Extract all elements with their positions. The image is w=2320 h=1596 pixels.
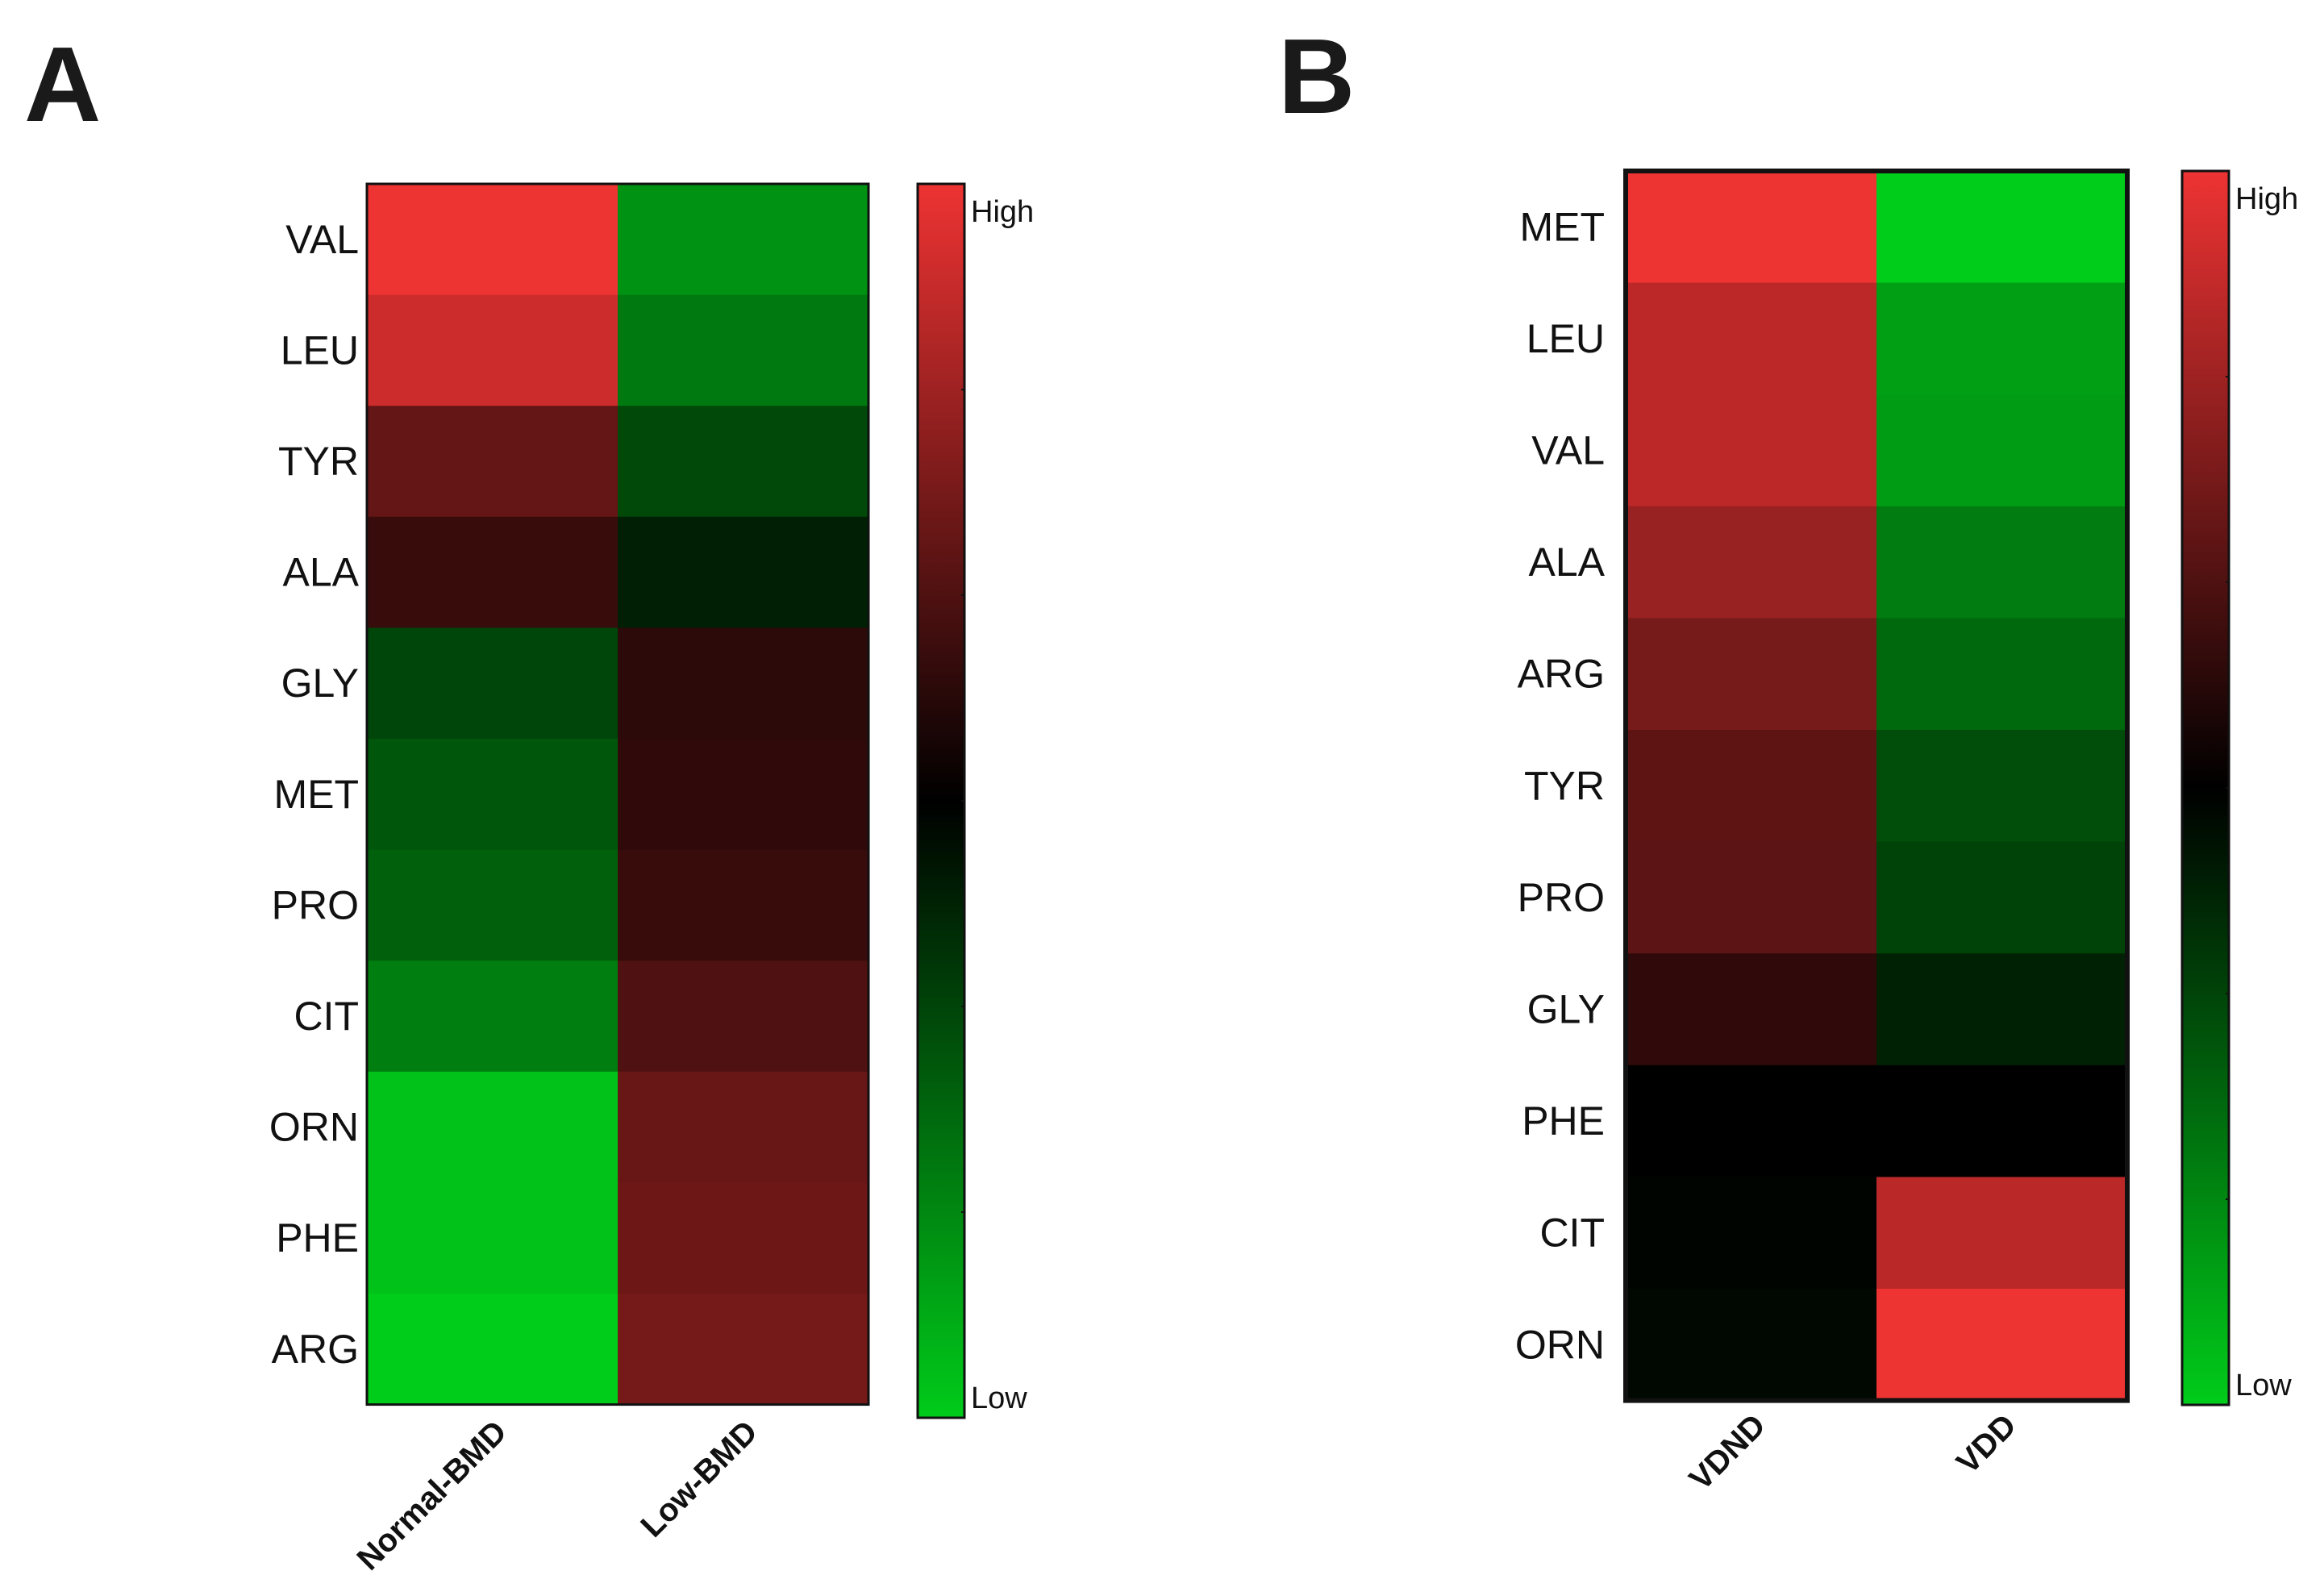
heatmap-cell — [1876, 394, 2128, 507]
row-label: ALA — [282, 550, 359, 595]
row-label: GLY — [1527, 987, 1605, 1032]
heatmap-cell — [618, 516, 869, 628]
row-label: PRO — [1518, 875, 1605, 920]
row-label: CIT — [294, 994, 359, 1039]
heatmap-cell — [1876, 953, 2128, 1066]
heatmap-cell — [1876, 171, 2128, 284]
row-label: MET — [273, 772, 359, 817]
panel-b: B MET LEU VAL ALA ARG TYR PRO GLY PHE CIT ORN VDND VD… — [1278, 17, 2298, 1498]
heatmap-cell — [1626, 1289, 1877, 1402]
heatmap-border — [365, 182, 870, 1406]
heatmap-cell — [1876, 730, 2128, 843]
row-label: ARG — [1518, 652, 1605, 697]
legend-low-label: Low — [971, 1381, 1027, 1415]
heatmap-cell — [618, 849, 869, 961]
heatmap-cell — [367, 294, 619, 406]
legend-colorbar — [2180, 169, 2230, 1406]
heatmap-cell — [367, 184, 619, 296]
heatmap-cell — [1626, 730, 1877, 843]
panel-letter: B — [1278, 17, 1355, 135]
heatmap-cell — [367, 961, 619, 1073]
heatmap-cell — [1876, 1065, 2128, 1177]
column-label: VDD — [1950, 1407, 2023, 1481]
heatmap-cell — [1626, 171, 1877, 284]
heatmap-cell — [367, 1071, 619, 1183]
heatmap-cell — [367, 516, 619, 628]
heatmap-cell — [367, 849, 619, 961]
heatmap-cell — [1626, 841, 1877, 954]
heatmap-cell — [367, 739, 619, 851]
heatmap-cell — [367, 1294, 619, 1406]
row-label: ORN — [269, 1105, 359, 1150]
heatmap-cell — [1876, 618, 2128, 731]
heatmap-cell — [1626, 953, 1877, 1066]
row-label: CIT — [1539, 1211, 1605, 1256]
heatmap-cell — [618, 1071, 869, 1183]
heatmap-border — [1623, 169, 2130, 1403]
heatmap-cell — [1876, 841, 2128, 954]
panel-letter: A — [24, 25, 101, 144]
heatmap-cell — [618, 739, 869, 851]
row-label: MET — [1519, 204, 1605, 249]
heatmap-cell — [1626, 282, 1877, 395]
heatmap-cell — [618, 961, 869, 1073]
heatmap-cell — [1626, 394, 1877, 507]
row-label: PHE — [276, 1215, 359, 1261]
heatmap-cell — [367, 627, 619, 740]
column-label: Low-BMD — [634, 1414, 764, 1544]
legend-high-label: High — [2235, 182, 2298, 216]
heatmap-cell — [618, 1294, 869, 1406]
row-label: PHE — [1522, 1098, 1605, 1144]
heatmap-cell — [618, 406, 869, 518]
row-label: LEU — [281, 327, 359, 373]
heatmap-cell — [1626, 506, 1877, 619]
heatmap-cell — [1876, 506, 2128, 619]
column-label: Normal-BMD — [350, 1414, 513, 1577]
row-label: VAL — [285, 217, 359, 262]
column-label: VDND — [1683, 1407, 1772, 1497]
heatmap-cell — [618, 1182, 869, 1294]
row-label: ORN — [1515, 1322, 1605, 1367]
row-label: ARG — [272, 1327, 359, 1372]
panel-a: A VAL LEU TYR ALA GLY MET PRO CIT ORN PHE ARG Normal… — [24, 25, 1034, 1577]
heatmap-cell — [618, 184, 869, 296]
heatmap-cell — [1876, 282, 2128, 395]
heatmap-cell — [1626, 1065, 1877, 1177]
legend-colorbar — [916, 182, 966, 1419]
heatmap-cell — [618, 627, 869, 740]
heatmap-cell — [367, 406, 619, 518]
row-label: GLY — [281, 660, 359, 706]
row-label: TYR — [1524, 763, 1605, 808]
legend-low-label: Low — [2235, 1369, 2292, 1402]
row-label: ALA — [1528, 540, 1605, 585]
heatmap-cell — [1876, 1289, 2128, 1402]
heatmap-cell — [367, 1182, 619, 1294]
heatmap-cell — [1626, 1177, 1877, 1290]
legend-high-label: High — [971, 195, 1034, 229]
row-label: VAL — [1531, 428, 1605, 473]
heatmap-cell — [1626, 618, 1877, 731]
row-label: LEU — [1527, 316, 1605, 361]
row-label: TYR — [278, 439, 359, 484]
heatmap-cell — [1876, 1177, 2128, 1290]
row-label: PRO — [272, 882, 359, 927]
heatmap-cell — [618, 294, 869, 406]
